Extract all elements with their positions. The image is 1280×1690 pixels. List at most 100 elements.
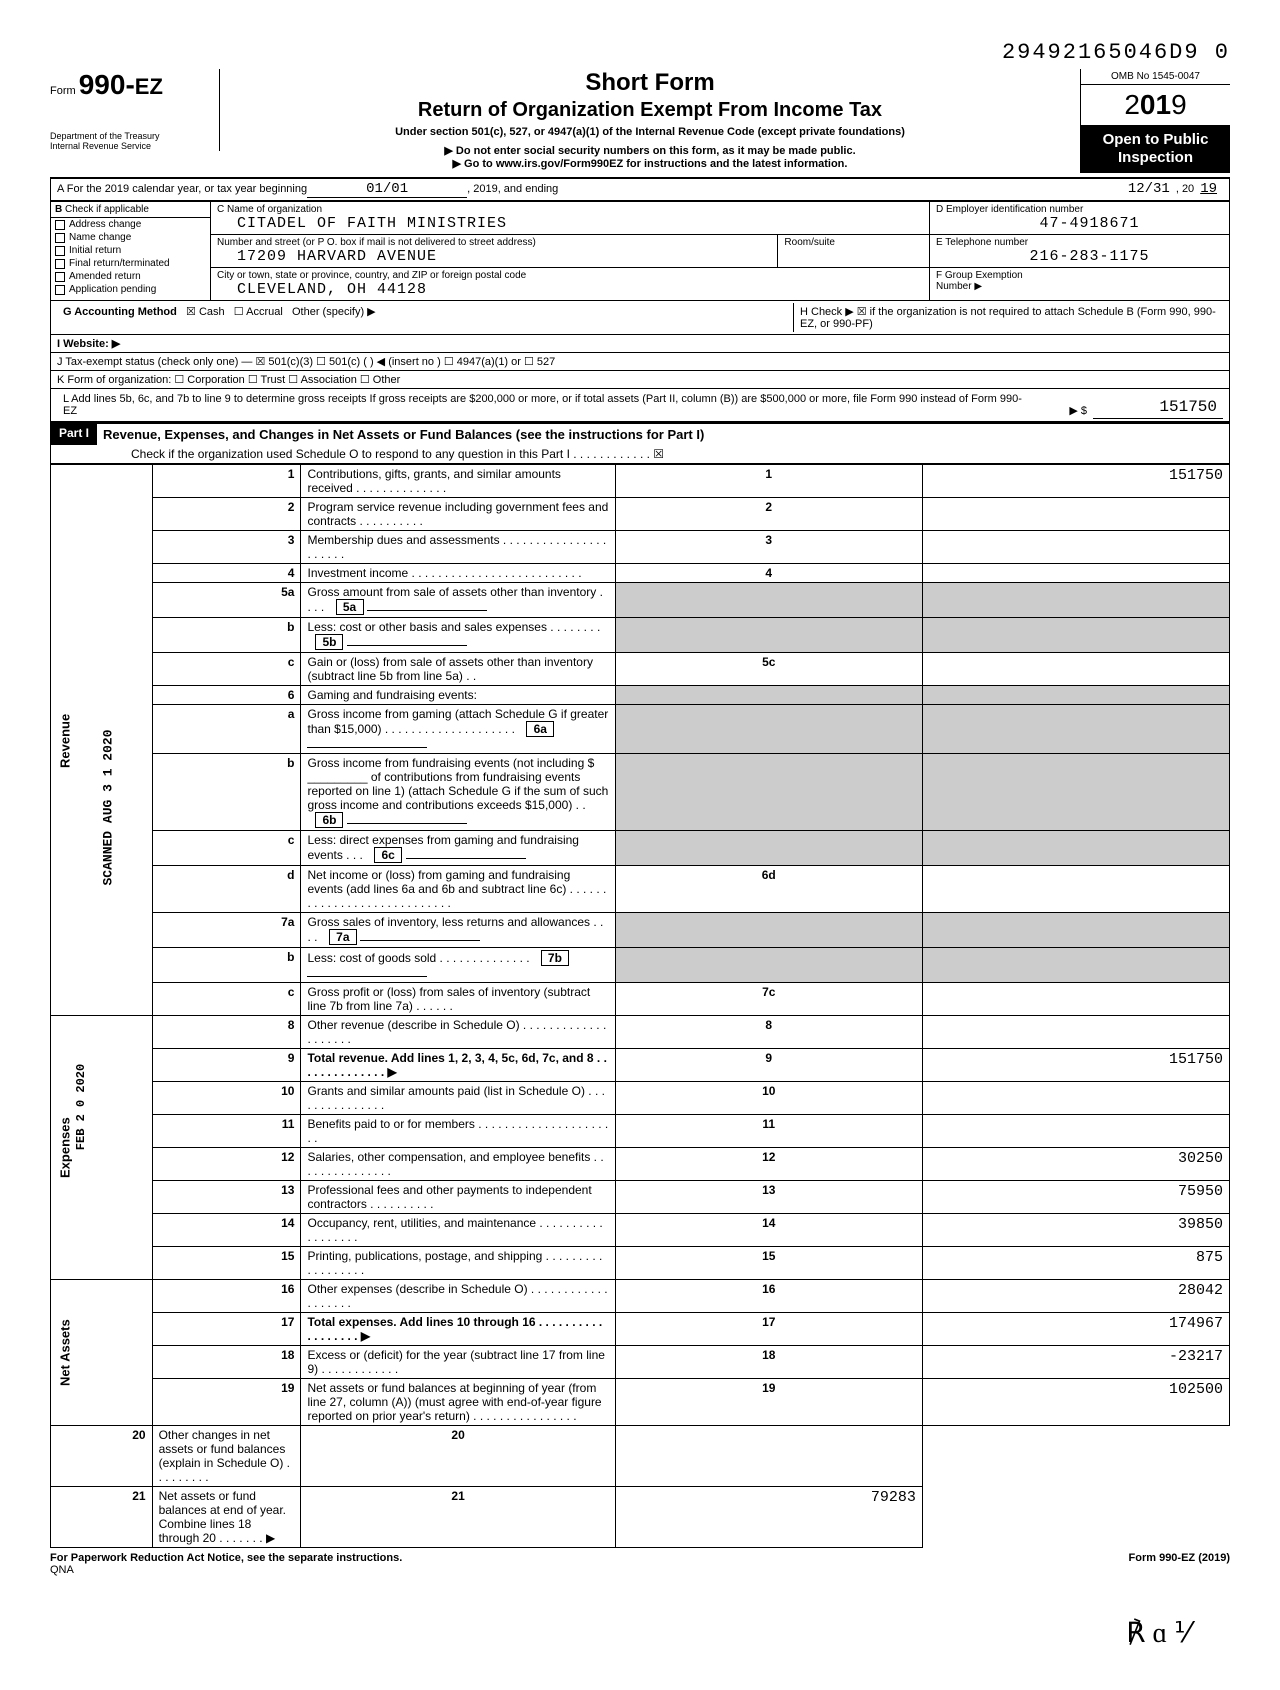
line-description: Benefits paid to or for members . . . . … <box>301 1115 615 1148</box>
line-number: b <box>152 948 301 983</box>
line-amt-shade <box>922 583 1229 618</box>
omb-number: OMB No 1545-0047 <box>1081 69 1230 85</box>
line-number: 21 <box>51 1487 153 1548</box>
line-amt-shade <box>922 831 1229 866</box>
line-number: 14 <box>152 1214 301 1247</box>
table-row: 11Benefits paid to or for members . . . … <box>51 1115 1230 1148</box>
line-description: Printing, publications, postage, and shi… <box>301 1247 615 1280</box>
table-row: 14Occupancy, rent, utilities, and mainte… <box>51 1214 1230 1247</box>
line-amount: 30250 <box>922 1148 1229 1181</box>
line-amount <box>922 1016 1229 1049</box>
line-amount: 28042 <box>922 1280 1229 1313</box>
line-col-shade <box>615 686 922 705</box>
line-description: Net assets or fund balances at beginning… <box>301 1379 615 1426</box>
line-description: Total expenses. Add lines 10 through 16 … <box>301 1313 615 1346</box>
table-row: 4Investment income . . . . . . . . . . .… <box>51 564 1230 583</box>
line-amount <box>922 564 1229 583</box>
line-description: Contributions, gifts, grants, and simila… <box>301 465 615 498</box>
table-row: cLess: direct expenses from gaming and f… <box>51 831 1230 866</box>
line-description: Net income or (loss) from gaming and fun… <box>301 866 615 913</box>
line-col: 19 <box>615 1379 922 1426</box>
table-row: 20Other changes in net assets or fund ba… <box>51 1426 1230 1487</box>
title-return: Return of Organization Exempt From Incom… <box>232 99 1068 122</box>
form-id-block: Form 990-EZ Department of the Treasury I… <box>50 69 220 151</box>
line-number: 4 <box>152 564 301 583</box>
line-description: Gross profit or (loss) from sales of inv… <box>301 983 615 1016</box>
line-amount <box>922 866 1229 913</box>
line-description: Excess or (deficit) for the year (subtra… <box>301 1346 615 1379</box>
line-col: 10 <box>615 1082 922 1115</box>
l-arrow: ▶ $ <box>1033 402 1093 419</box>
line-amt-shade <box>922 705 1229 754</box>
line-number: 2 <box>152 498 301 531</box>
line-amount: 151750 <box>922 465 1229 498</box>
line-number: a <box>152 705 301 754</box>
line-col: 4 <box>615 564 922 583</box>
line-col-shade <box>615 948 922 983</box>
line-amount <box>922 498 1229 531</box>
line-description: Professional fees and other payments to … <box>301 1181 615 1214</box>
line-description: Gross amount from sale of assets other t… <box>301 583 615 618</box>
table-row: 21Net assets or fund balances at end of … <box>51 1487 1230 1548</box>
line-col: 14 <box>615 1214 922 1247</box>
table-row: Expenses8Other revenue (describe in Sche… <box>51 1016 1230 1049</box>
line-col: 12 <box>615 1148 922 1181</box>
line-amount: 102500 <box>922 1379 1229 1426</box>
line-col-shade <box>615 705 922 754</box>
line-description: Occupancy, rent, utilities, and maintena… <box>301 1214 615 1247</box>
netassets-side-label: Net Assets <box>51 1280 153 1426</box>
line-col: 1 <box>615 465 922 498</box>
room-cell: Room/suite <box>777 235 929 268</box>
note-url: ▶ Go to www.irs.gov/Form990EZ for instru… <box>232 157 1068 170</box>
accounting-method: G Accounting Method ☒ Cash ☐ Accrual Oth… <box>57 303 793 332</box>
line-col: 21 <box>301 1487 615 1548</box>
line-col: 15 <box>615 1247 922 1280</box>
table-row: Net Assets16Other expenses (describe in … <box>51 1280 1230 1313</box>
ein-cell: D Employer identification number 47-4918… <box>930 202 1229 235</box>
line-description: Gross income from fundraising events (no… <box>301 754 615 831</box>
table-row: cGross profit or (loss) from sales of in… <box>51 983 1230 1016</box>
line-col: 16 <box>615 1280 922 1313</box>
line-col: 13 <box>615 1181 922 1214</box>
table-row: 15Printing, publications, postage, and s… <box>51 1247 1230 1280</box>
k-form-org: K Form of organization: ☐ Corporation ☐ … <box>51 371 1229 389</box>
line-col-shade <box>615 913 922 948</box>
tax-year-line: A For the 2019 calendar year, or tax yea… <box>50 179 1230 201</box>
tel-cell: E Telephone number 216-283-1175 <box>930 235 1229 268</box>
table-row: cGain or (loss) from sale of assets othe… <box>51 653 1230 686</box>
line-description: Gaming and fundraising events: <box>301 686 615 705</box>
line-number: 17 <box>152 1313 301 1346</box>
website-line: I Website: ▶ <box>51 335 1229 353</box>
subtitle: Under section 501(c), 527, or 4947(a)(1)… <box>232 126 1068 138</box>
signature-mark: ℟ ɑ ⅟ <box>50 1616 1190 1650</box>
table-row: 9Total revenue. Add lines 1, 2, 3, 4, 5c… <box>51 1049 1230 1082</box>
document-number: 29492165046D9 0 <box>50 40 1230 65</box>
line-number: 18 <box>152 1346 301 1379</box>
line-amt-shade <box>922 618 1229 653</box>
revenue-side-label: Revenue <box>51 465 153 1016</box>
table-row: dNet income or (loss) from gaming and fu… <box>51 866 1230 913</box>
line-amount <box>922 1115 1229 1148</box>
line-amount: 151750 <box>922 1049 1229 1082</box>
line-col: 18 <box>615 1346 922 1379</box>
org-name-cell: C Name of organization CITADEL OF FAITH … <box>211 202 929 235</box>
paperwork-notice: For Paperwork Reduction Act Notice, see … <box>50 1552 402 1564</box>
table-row: 12Salaries, other compensation, and empl… <box>51 1148 1230 1181</box>
line-number: 12 <box>152 1148 301 1181</box>
line-amount: -23217 <box>922 1346 1229 1379</box>
table-row: bLess: cost of goods sold . . . . . . . … <box>51 948 1230 983</box>
table-row: bLess: cost or other basis and sales exp… <box>51 618 1230 653</box>
line-number: 1 <box>152 465 301 498</box>
line-amount: 174967 <box>922 1313 1229 1346</box>
line-number: 11 <box>152 1115 301 1148</box>
qna-label: QNA <box>50 1564 402 1576</box>
line-amount <box>615 1426 922 1487</box>
line-number: 10 <box>152 1082 301 1115</box>
line-description: Less: cost of goods sold . . . . . . . .… <box>301 948 615 983</box>
line-number: 13 <box>152 1181 301 1214</box>
line-col: 8 <box>615 1016 922 1049</box>
open-to-public: Open to Public Inspection <box>1081 125 1230 173</box>
table-row: 10Grants and similar amounts paid (list … <box>51 1082 1230 1115</box>
dept-label: Department of the Treasury Internal Reve… <box>50 131 211 151</box>
line-description: Program service revenue including govern… <box>301 498 615 531</box>
